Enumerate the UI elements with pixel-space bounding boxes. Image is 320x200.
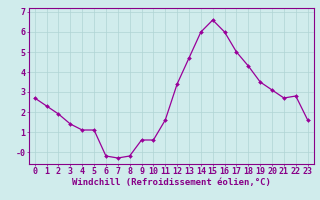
X-axis label: Windchill (Refroidissement éolien,°C): Windchill (Refroidissement éolien,°C) bbox=[72, 178, 271, 187]
